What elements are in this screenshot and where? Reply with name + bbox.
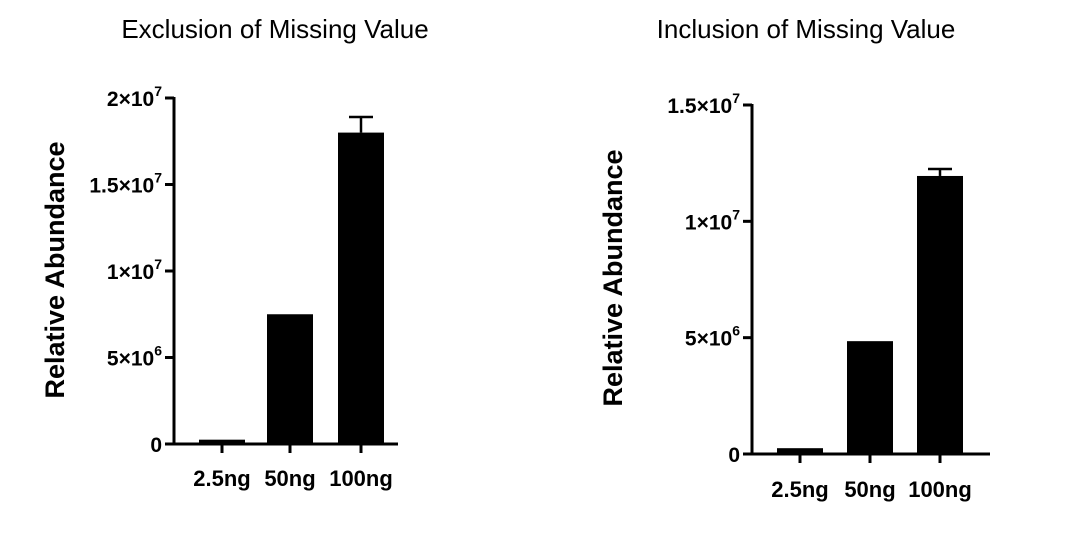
y-tick-label: 0 <box>728 444 740 467</box>
y-tick-exponent: 6 <box>154 343 162 359</box>
bar-100ng <box>917 175 963 455</box>
chart-inclusion: Inclusion of Missing Value Relative Abund… <box>598 14 990 502</box>
y-tick-mantissa: 5×10 <box>107 348 154 371</box>
y-tick-exponent: 7 <box>732 90 740 106</box>
y-tick-exponent: 7 <box>154 170 162 186</box>
x-tick-label: 100ng <box>908 477 972 502</box>
x-tick-label: 2.5ng <box>193 466 250 491</box>
bar-2.5ng <box>777 448 823 454</box>
y-axis-label: Relative Abundance <box>598 149 628 406</box>
y-tick-label: 1×107 <box>107 256 162 284</box>
y-tick-label: 1.5×107 <box>667 90 740 118</box>
bar-50ng <box>267 314 313 444</box>
y-tick-label: 1.5×107 <box>89 170 162 198</box>
y-tick-mantissa: 5×10 <box>685 328 732 351</box>
y-tick-exponent: 7 <box>154 83 162 99</box>
chart-title: Exclusion of Missing Value <box>121 14 428 44</box>
x-tick-label: 100ng <box>329 466 393 491</box>
chart-title: Inclusion of Missing Value <box>657 14 956 44</box>
y-tick-mantissa: 1×10 <box>107 261 154 284</box>
y-tick-mantissa: 2×10 <box>107 88 154 111</box>
y-tick-exponent: 7 <box>154 256 162 272</box>
y-tick-mantissa: 1.5×10 <box>89 175 154 198</box>
x-tick-label: 2.5ng <box>771 477 828 502</box>
y-axis-label: Relative Abundance <box>40 141 70 398</box>
x-tick-label: 50ng <box>844 477 895 502</box>
chart-exclusion: Exclusion of Missing Value Relative Abund… <box>40 14 429 491</box>
y-tick-label: 1×107 <box>685 206 740 234</box>
x-tick-label: 50ng <box>264 466 315 491</box>
y-tick-label: 2×107 <box>107 83 162 111</box>
y-tick-label: 5×106 <box>107 343 162 371</box>
y-tick-mantissa: 1×10 <box>685 211 732 234</box>
y-tick-label: 5×106 <box>685 323 740 351</box>
y-tick-exponent: 6 <box>732 323 740 339</box>
bar-100ng <box>338 132 384 444</box>
y-tick-mantissa: 1.5×10 <box>667 95 732 118</box>
y-tick-label: 0 <box>150 434 162 457</box>
bar-2.5ng <box>199 439 245 444</box>
bar-50ng <box>847 341 893 454</box>
y-tick-exponent: 7 <box>732 206 740 222</box>
